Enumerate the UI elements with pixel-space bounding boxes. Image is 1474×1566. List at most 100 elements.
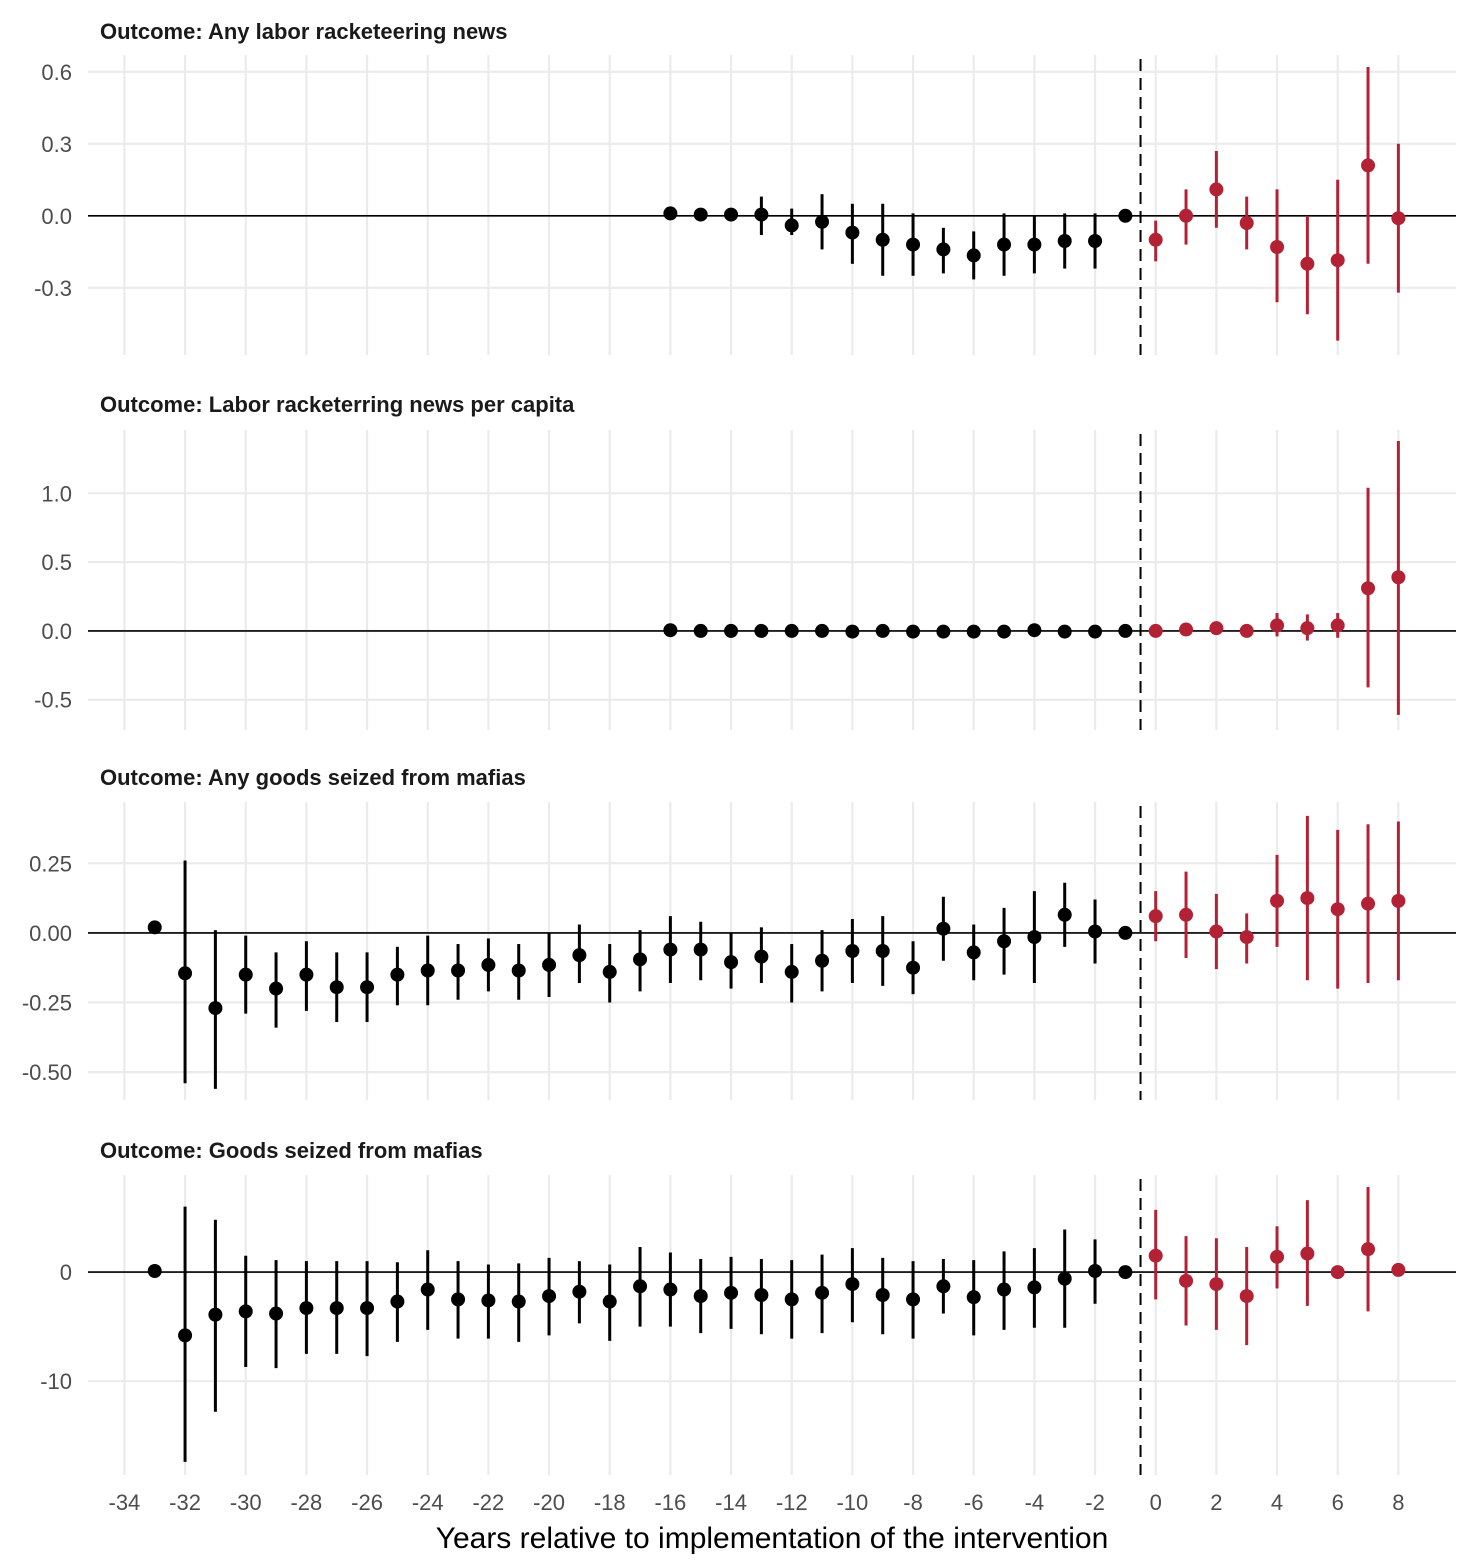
pre-estimate-point [784, 218, 799, 233]
pre-estimate-point [238, 967, 253, 982]
pre-estimate-point [1118, 1265, 1133, 1280]
pre-estimate-point [1027, 623, 1042, 638]
pre-estimate-point [511, 1294, 526, 1309]
post-estimate-point [1300, 1246, 1315, 1261]
pre-estimate-point [1057, 624, 1072, 639]
pre-estimate-point [906, 1292, 921, 1307]
y-tick-label: 0.0 [41, 619, 72, 644]
y-tick-label: 0.5 [41, 550, 72, 575]
x-tick-label: 6 [1332, 1490, 1344, 1515]
post-estimate-point [1239, 216, 1254, 230]
y-tick-label: -0.3 [34, 276, 72, 301]
pre-estimate-point [1027, 930, 1042, 945]
pre-estimate-point [602, 1294, 617, 1309]
pre-estimate-point [997, 934, 1012, 949]
post-estimate-point [1179, 622, 1194, 637]
pre-estimate-point [754, 623, 769, 638]
pre-estimate-point [936, 242, 951, 257]
pre-estimate-point [724, 207, 739, 222]
pre-estimate-point [784, 1292, 799, 1307]
pre-estimate-point [1088, 924, 1103, 939]
pre-estimate-point [178, 1328, 193, 1343]
pre-estimate-point [724, 1285, 739, 1300]
pre-estimate-point [420, 1282, 435, 1297]
pre-estimate-point [390, 967, 405, 982]
post-estimate-point [1239, 930, 1254, 945]
y-tick-label: 0.25 [29, 851, 72, 876]
panel-4: Outcome: Goods seized from mafias 0 -10 [40, 1138, 1456, 1475]
post-estimate-point [1209, 182, 1224, 197]
pre-estimate-point [147, 1264, 162, 1278]
y-tick-label: 1.0 [41, 481, 72, 506]
y-tick-label: 0.3 [41, 132, 72, 157]
pre-estimate-point [572, 1284, 587, 1299]
x-tick-label: -6 [964, 1490, 984, 1515]
x-tick-label: -12 [776, 1490, 808, 1515]
y-tick-label: -0.25 [22, 991, 72, 1016]
post-estimate-point [1361, 1242, 1376, 1257]
pre-estimate-point [1118, 623, 1133, 638]
panel-title: Outcome: Goods seized from mafias [100, 1138, 483, 1163]
pre-estimate-point [1027, 237, 1042, 252]
pre-estimate-point [390, 1294, 405, 1309]
y-tick-label: -0.50 [22, 1060, 72, 1085]
panel-2: Outcome: Labor racketerring news per cap… [34, 392, 1456, 730]
post-estimate-point [1330, 1265, 1345, 1280]
pre-estimate-point [269, 981, 284, 996]
post-estimate-point [1270, 1249, 1285, 1264]
post-estimate-point [1330, 618, 1345, 633]
post-estimate-point [1361, 158, 1376, 173]
x-tick-label: -16 [654, 1490, 686, 1515]
pre-estimate-point [1057, 1271, 1072, 1286]
x-tick-label: 2 [1210, 1490, 1222, 1515]
post-estimate-point [1391, 570, 1406, 585]
pre-estimate-point [845, 944, 860, 958]
x-tick-label: -34 [109, 1490, 141, 1515]
x-tick-label: -30 [230, 1490, 262, 1515]
panel-1: Outcome: Any labor racketeering news 0.6 0… [34, 19, 1456, 355]
post-estimate-point [1239, 623, 1254, 638]
pre-estimate-point [663, 206, 678, 221]
x-tick-label: -32 [169, 1490, 201, 1515]
pre-estimate-point [906, 624, 921, 639]
pre-estimate-point [147, 920, 162, 935]
pre-estimate-point [633, 952, 648, 967]
pre-estimate-point [693, 1289, 708, 1304]
x-tick-label: -14 [715, 1490, 747, 1515]
post-estimate-point [1148, 623, 1163, 638]
x-tick-label: -10 [836, 1490, 868, 1515]
y-tick-label: 0.00 [29, 921, 72, 946]
pre-estimate-point [1027, 1280, 1042, 1295]
pre-estimate-point [815, 623, 830, 638]
pre-estimate-point [269, 1306, 284, 1321]
panel-title: Outcome: Any goods seized from mafias [100, 765, 526, 790]
pre-estimate-point [360, 1301, 375, 1316]
post-estimate-point [1391, 893, 1406, 908]
pre-estimate-point [542, 1289, 557, 1304]
post-estimate-point [1391, 1262, 1406, 1277]
post-estimate-point [1270, 618, 1285, 633]
pre-estimate-point [966, 248, 981, 263]
post-estimate-point [1330, 253, 1345, 268]
pre-estimate-point [754, 1288, 769, 1302]
pre-estimate-point [178, 966, 193, 981]
post-estimate-point [1361, 896, 1376, 911]
pre-estimate-point [208, 1001, 223, 1016]
pre-estimate-point [845, 225, 860, 240]
post-estimate-point [1179, 907, 1194, 922]
pre-estimate-point [997, 237, 1012, 252]
pre-estimate-point [906, 960, 921, 975]
pre-estimate-point [238, 1304, 253, 1319]
pre-estimate-point [875, 1288, 890, 1302]
pre-estimate-point [329, 980, 344, 995]
x-tick-label: -28 [290, 1490, 322, 1515]
post-estimate-point [1148, 232, 1163, 247]
pre-estimate-point [724, 623, 739, 638]
pre-estimate-point [966, 624, 981, 639]
pre-estimate-point [875, 232, 890, 247]
pre-estimate-point [693, 207, 708, 222]
x-tick-label: -18 [594, 1490, 626, 1515]
y-tick-label: 0 [60, 1260, 72, 1285]
x-axis-title: Years relative to implementation of the … [436, 1522, 1109, 1555]
